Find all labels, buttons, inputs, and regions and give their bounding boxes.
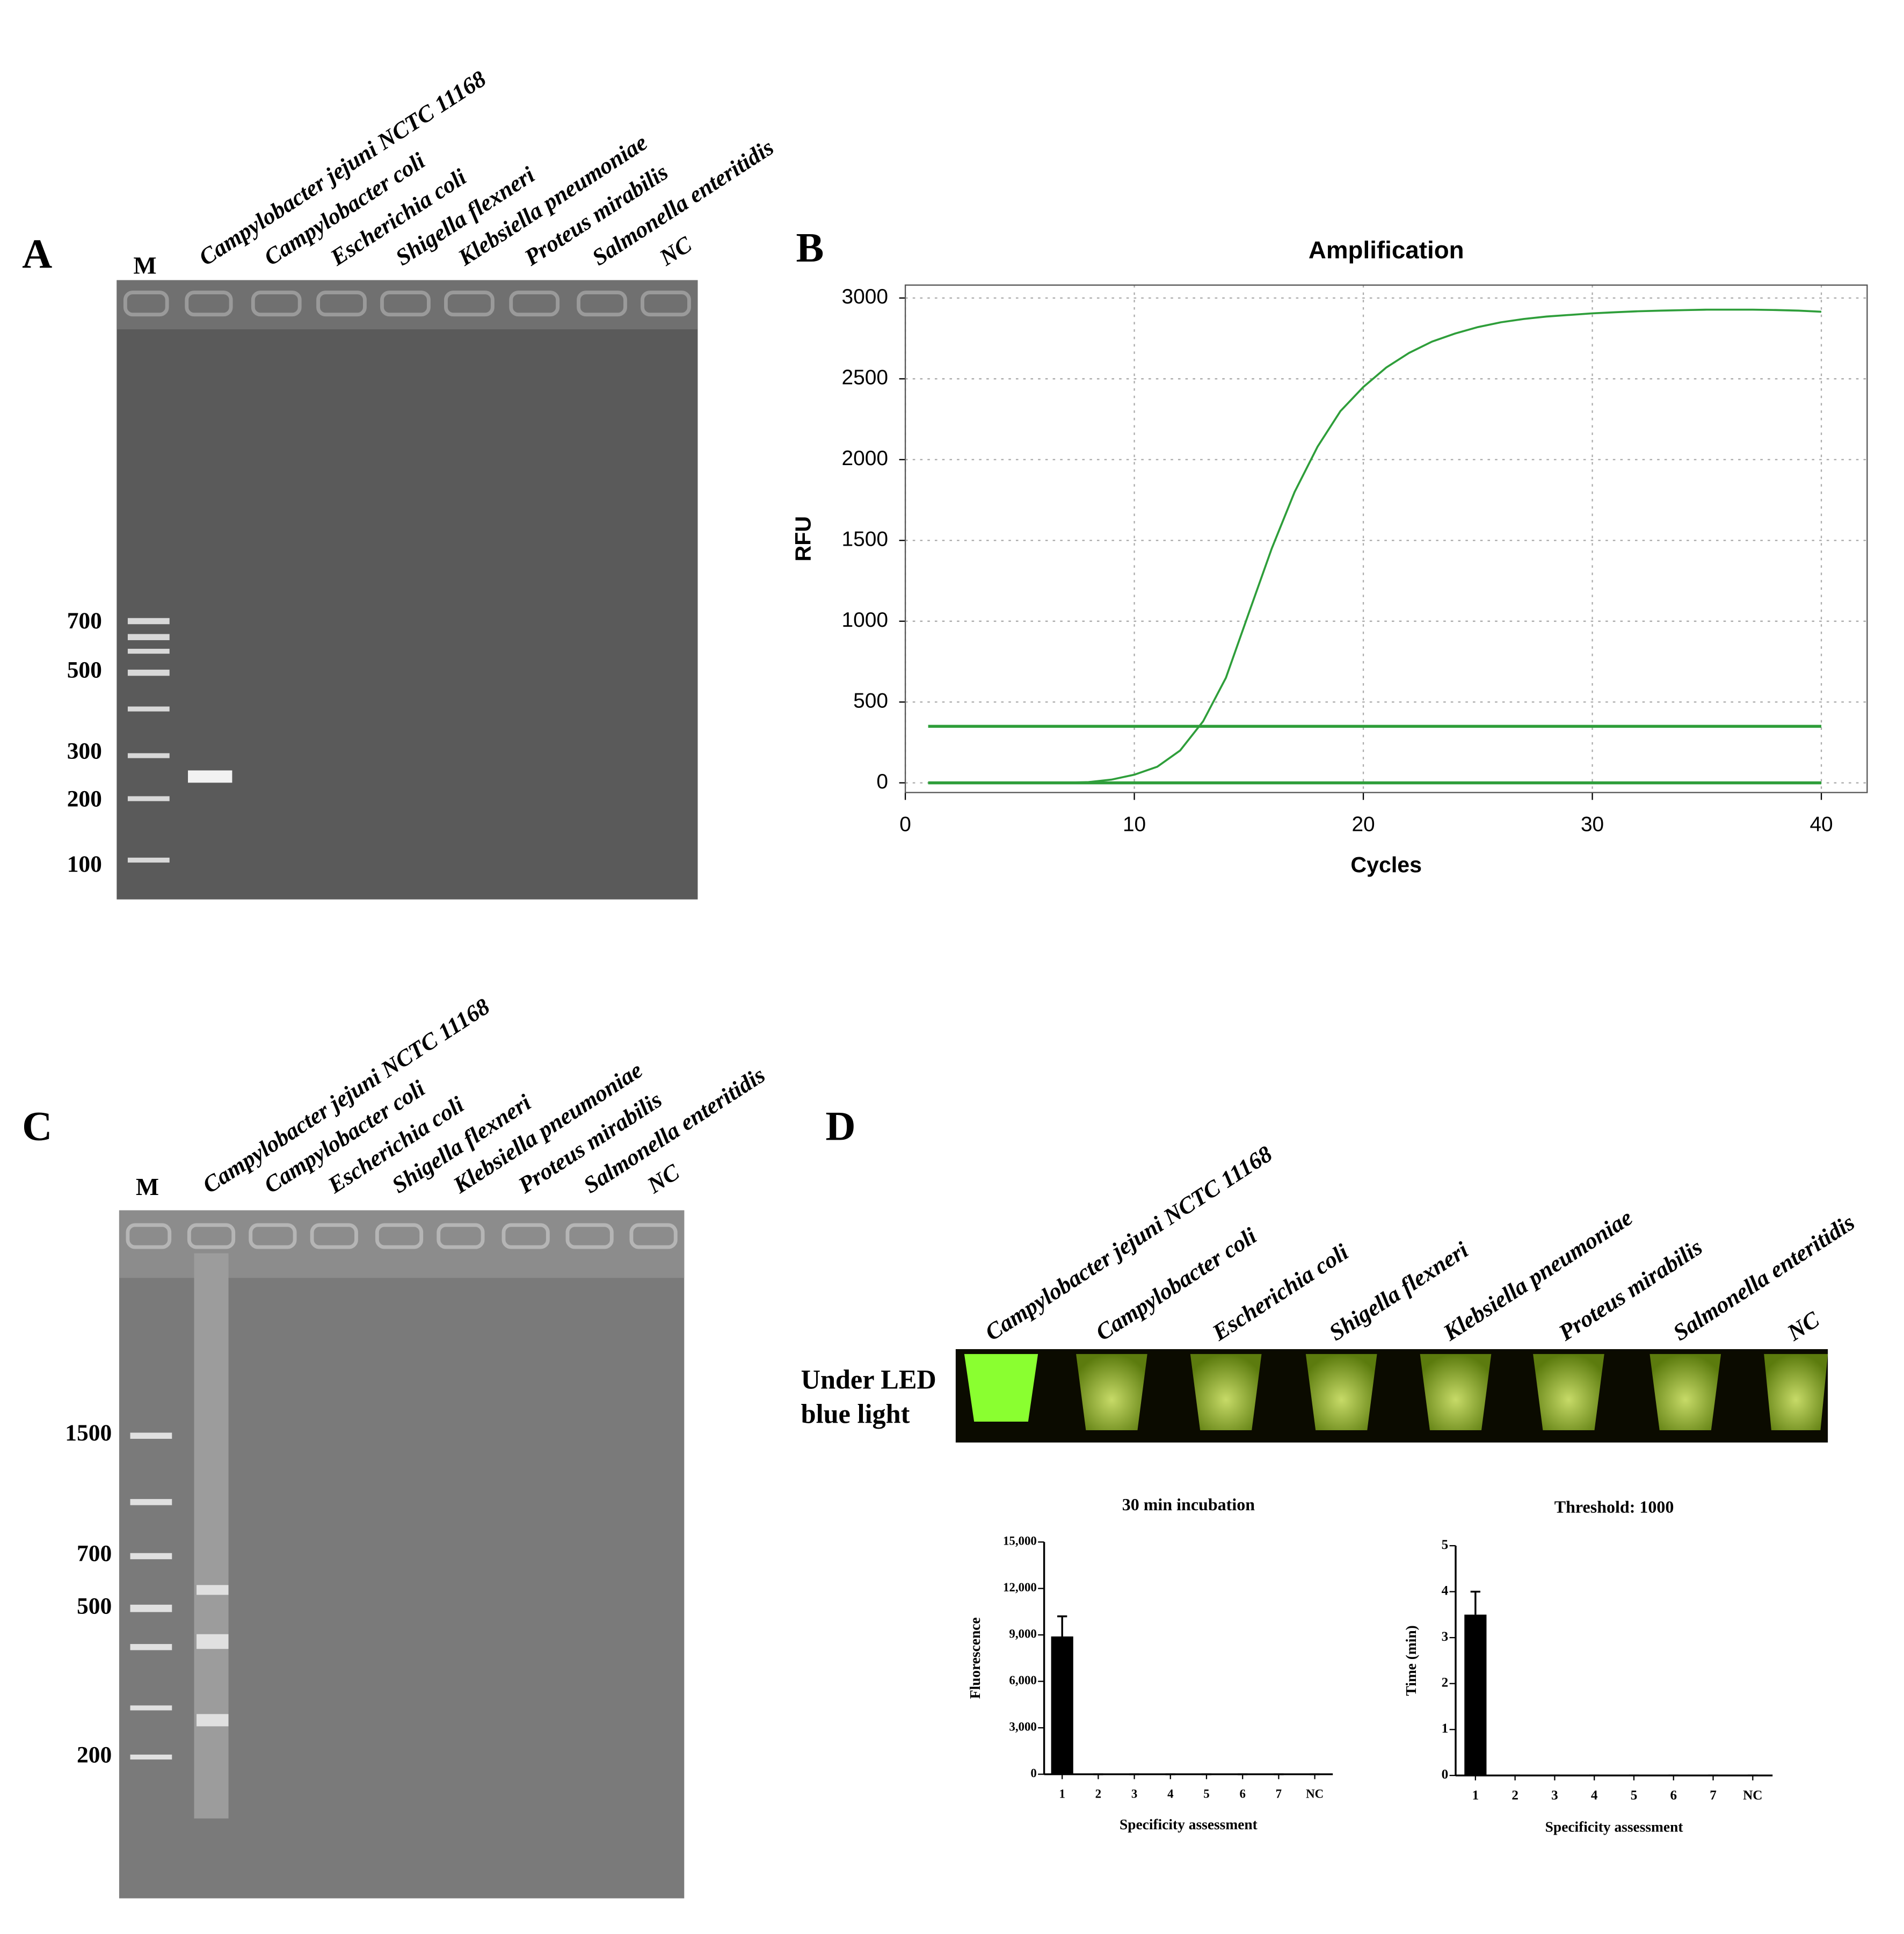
x-tick-label: 2 (1095, 1787, 1101, 1801)
x-tick-label: 3 (1131, 1787, 1137, 1801)
chart-title: Amplification (1309, 236, 1464, 264)
marker-size: 500 (67, 657, 102, 683)
y-tick-label: 1000 (842, 609, 888, 632)
lane-label: Salmonella enteritidis (1669, 1209, 1859, 1346)
x-tick-label: 6 (1239, 1787, 1245, 1801)
y-tick-label: 6,000 (1009, 1674, 1036, 1687)
x-tick-label: 7 (1710, 1788, 1717, 1803)
y-axis-label: Fluorescence (967, 1617, 983, 1699)
panel-label: C (22, 1103, 52, 1149)
marker-size: 200 (77, 1742, 112, 1768)
y-tick-label: 2000 (842, 447, 888, 470)
gel-image (117, 280, 698, 900)
x-tick-label: 4 (1591, 1788, 1598, 1803)
y-axis-label: Time (min) (1403, 1625, 1419, 1696)
y-tick-label: 3000 (842, 285, 888, 308)
y-tick-label: 2 (1442, 1675, 1449, 1690)
led-caption: Under LED (801, 1364, 936, 1394)
bar (1051, 1636, 1073, 1774)
y-axis-label: RFU (790, 516, 815, 562)
x-axis-label: Specificity assessment (1545, 1819, 1684, 1835)
lane-label: NC (655, 231, 696, 271)
panel-label: B (796, 224, 824, 271)
x-tick-label: 5 (1203, 1787, 1209, 1801)
y-tick-label: 3,000 (1009, 1720, 1036, 1733)
y-tick-label: 1 (1442, 1721, 1449, 1736)
y-tick-label: 9,000 (1009, 1627, 1036, 1640)
marker-size: 700 (67, 608, 102, 634)
x-tick-label: 1 (1472, 1788, 1479, 1803)
x-tick-label: NC (1306, 1787, 1324, 1801)
x-tick-label: 0 (899, 813, 911, 836)
chart-title: Threshold: 1000 (1554, 1497, 1674, 1517)
x-tick-label: 4 (1167, 1787, 1173, 1801)
marker-size: 500 (77, 1593, 112, 1619)
led-caption: blue light (801, 1399, 910, 1429)
lane-label: NC (1782, 1306, 1824, 1346)
y-tick-label: 500 (853, 689, 888, 712)
marker-label: M (133, 251, 156, 279)
y-tick-label: 4 (1442, 1583, 1449, 1598)
panel-label: D (825, 1103, 855, 1149)
lane-label: Klebsiella pneumoniae (1438, 1205, 1637, 1346)
x-axis-label: Cycles (1350, 852, 1422, 877)
y-tick-label: 2500 (842, 366, 888, 389)
chart-title: 30 min incubation (1122, 1495, 1255, 1514)
y-tick-label: 5 (1442, 1538, 1449, 1552)
x-tick-label: 40 (1809, 813, 1833, 836)
marker-label: M (136, 1173, 159, 1200)
marker-size: 1500 (65, 1420, 112, 1446)
panel-label: A (22, 230, 52, 277)
x-tick-label: 3 (1551, 1788, 1558, 1803)
bar (1464, 1614, 1487, 1776)
marker-size: 300 (67, 738, 102, 764)
x-tick-label: 1 (1059, 1787, 1065, 1801)
x-tick-label: 7 (1276, 1787, 1282, 1801)
y-tick-label: 15,000 (1003, 1534, 1037, 1547)
led-image (955, 1349, 1828, 1443)
x-tick-label: 6 (1670, 1788, 1677, 1803)
x-tick-label: 30 (1581, 813, 1604, 836)
y-tick-label: 12,000 (1003, 1581, 1037, 1594)
gel-image (119, 1210, 685, 1899)
line-series (928, 308, 1822, 784)
marker-size: 700 (77, 1540, 112, 1566)
lane-label: NC (642, 1159, 684, 1199)
x-tick-label: 2 (1511, 1788, 1518, 1803)
plot-frame (904, 284, 1868, 793)
y-tick-label: 3 (1442, 1629, 1449, 1644)
x-tick-label: 5 (1631, 1788, 1638, 1803)
x-axis-label: Specificity assessment (1120, 1816, 1258, 1832)
x-tick-label: 10 (1123, 813, 1146, 836)
marker-size: 100 (67, 851, 102, 877)
y-tick-label: 0 (876, 770, 888, 793)
y-tick-label: 1500 (842, 527, 888, 550)
x-tick-label: 20 (1351, 813, 1375, 836)
y-tick-label: 0 (1030, 1766, 1036, 1780)
marker-size: 200 (67, 786, 102, 812)
x-tick-label: NC (1743, 1788, 1762, 1803)
y-tick-label: 0 (1442, 1768, 1449, 1782)
